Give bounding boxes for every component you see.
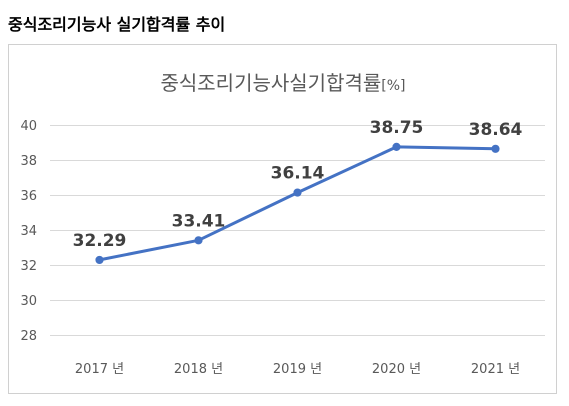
y-tick-label: 38 [20, 154, 37, 169]
data-label: 36.14 [271, 164, 325, 184]
chart-title-main: 중식조리기능사실기합격률 [160, 71, 381, 95]
x-tick-label: 2019 년 [273, 362, 322, 377]
x-axis-tick-labels: 2017 년 2018 년 2019 년 2020 년 2021 년 [75, 362, 520, 377]
data-label: 38.64 [469, 120, 523, 140]
x-tick-label: 2018 년 [174, 362, 223, 377]
x-tick-label: 2021 년 [471, 362, 520, 377]
chart-title-unit: [%] [381, 78, 405, 94]
page-heading: 중식조리기능사 실기합격률 추이 [8, 15, 226, 34]
data-point [392, 142, 401, 151]
data-label: 32.29 [73, 231, 127, 251]
x-tick-label: 2020 년 [372, 362, 421, 377]
data-point [95, 255, 104, 265]
chart-frame [8, 44, 557, 394]
series-points [95, 142, 500, 265]
y-tick-label: 40 [20, 119, 37, 134]
y-tick-label: 32 [20, 259, 37, 274]
data-labels: 32.29 33.41 36.14 38.75 38.64 [73, 118, 523, 251]
y-tick-label: 28 [20, 329, 37, 344]
data-point [491, 144, 500, 153]
data-label: 33.41 [172, 211, 226, 231]
chart-title: 중식조리기능사실기합격률[%] [160, 71, 405, 95]
y-tick-label: 36 [20, 189, 37, 204]
x-tick-label: 2017 년 [75, 362, 124, 377]
data-label: 38.75 [370, 118, 424, 138]
y-tick-label: 34 [20, 224, 37, 239]
data-point [194, 236, 203, 245]
y-axis-tick-labels: 28 30 32 34 36 38 40 [20, 119, 37, 344]
y-tick-label: 30 [20, 294, 37, 309]
data-point [293, 188, 302, 197]
